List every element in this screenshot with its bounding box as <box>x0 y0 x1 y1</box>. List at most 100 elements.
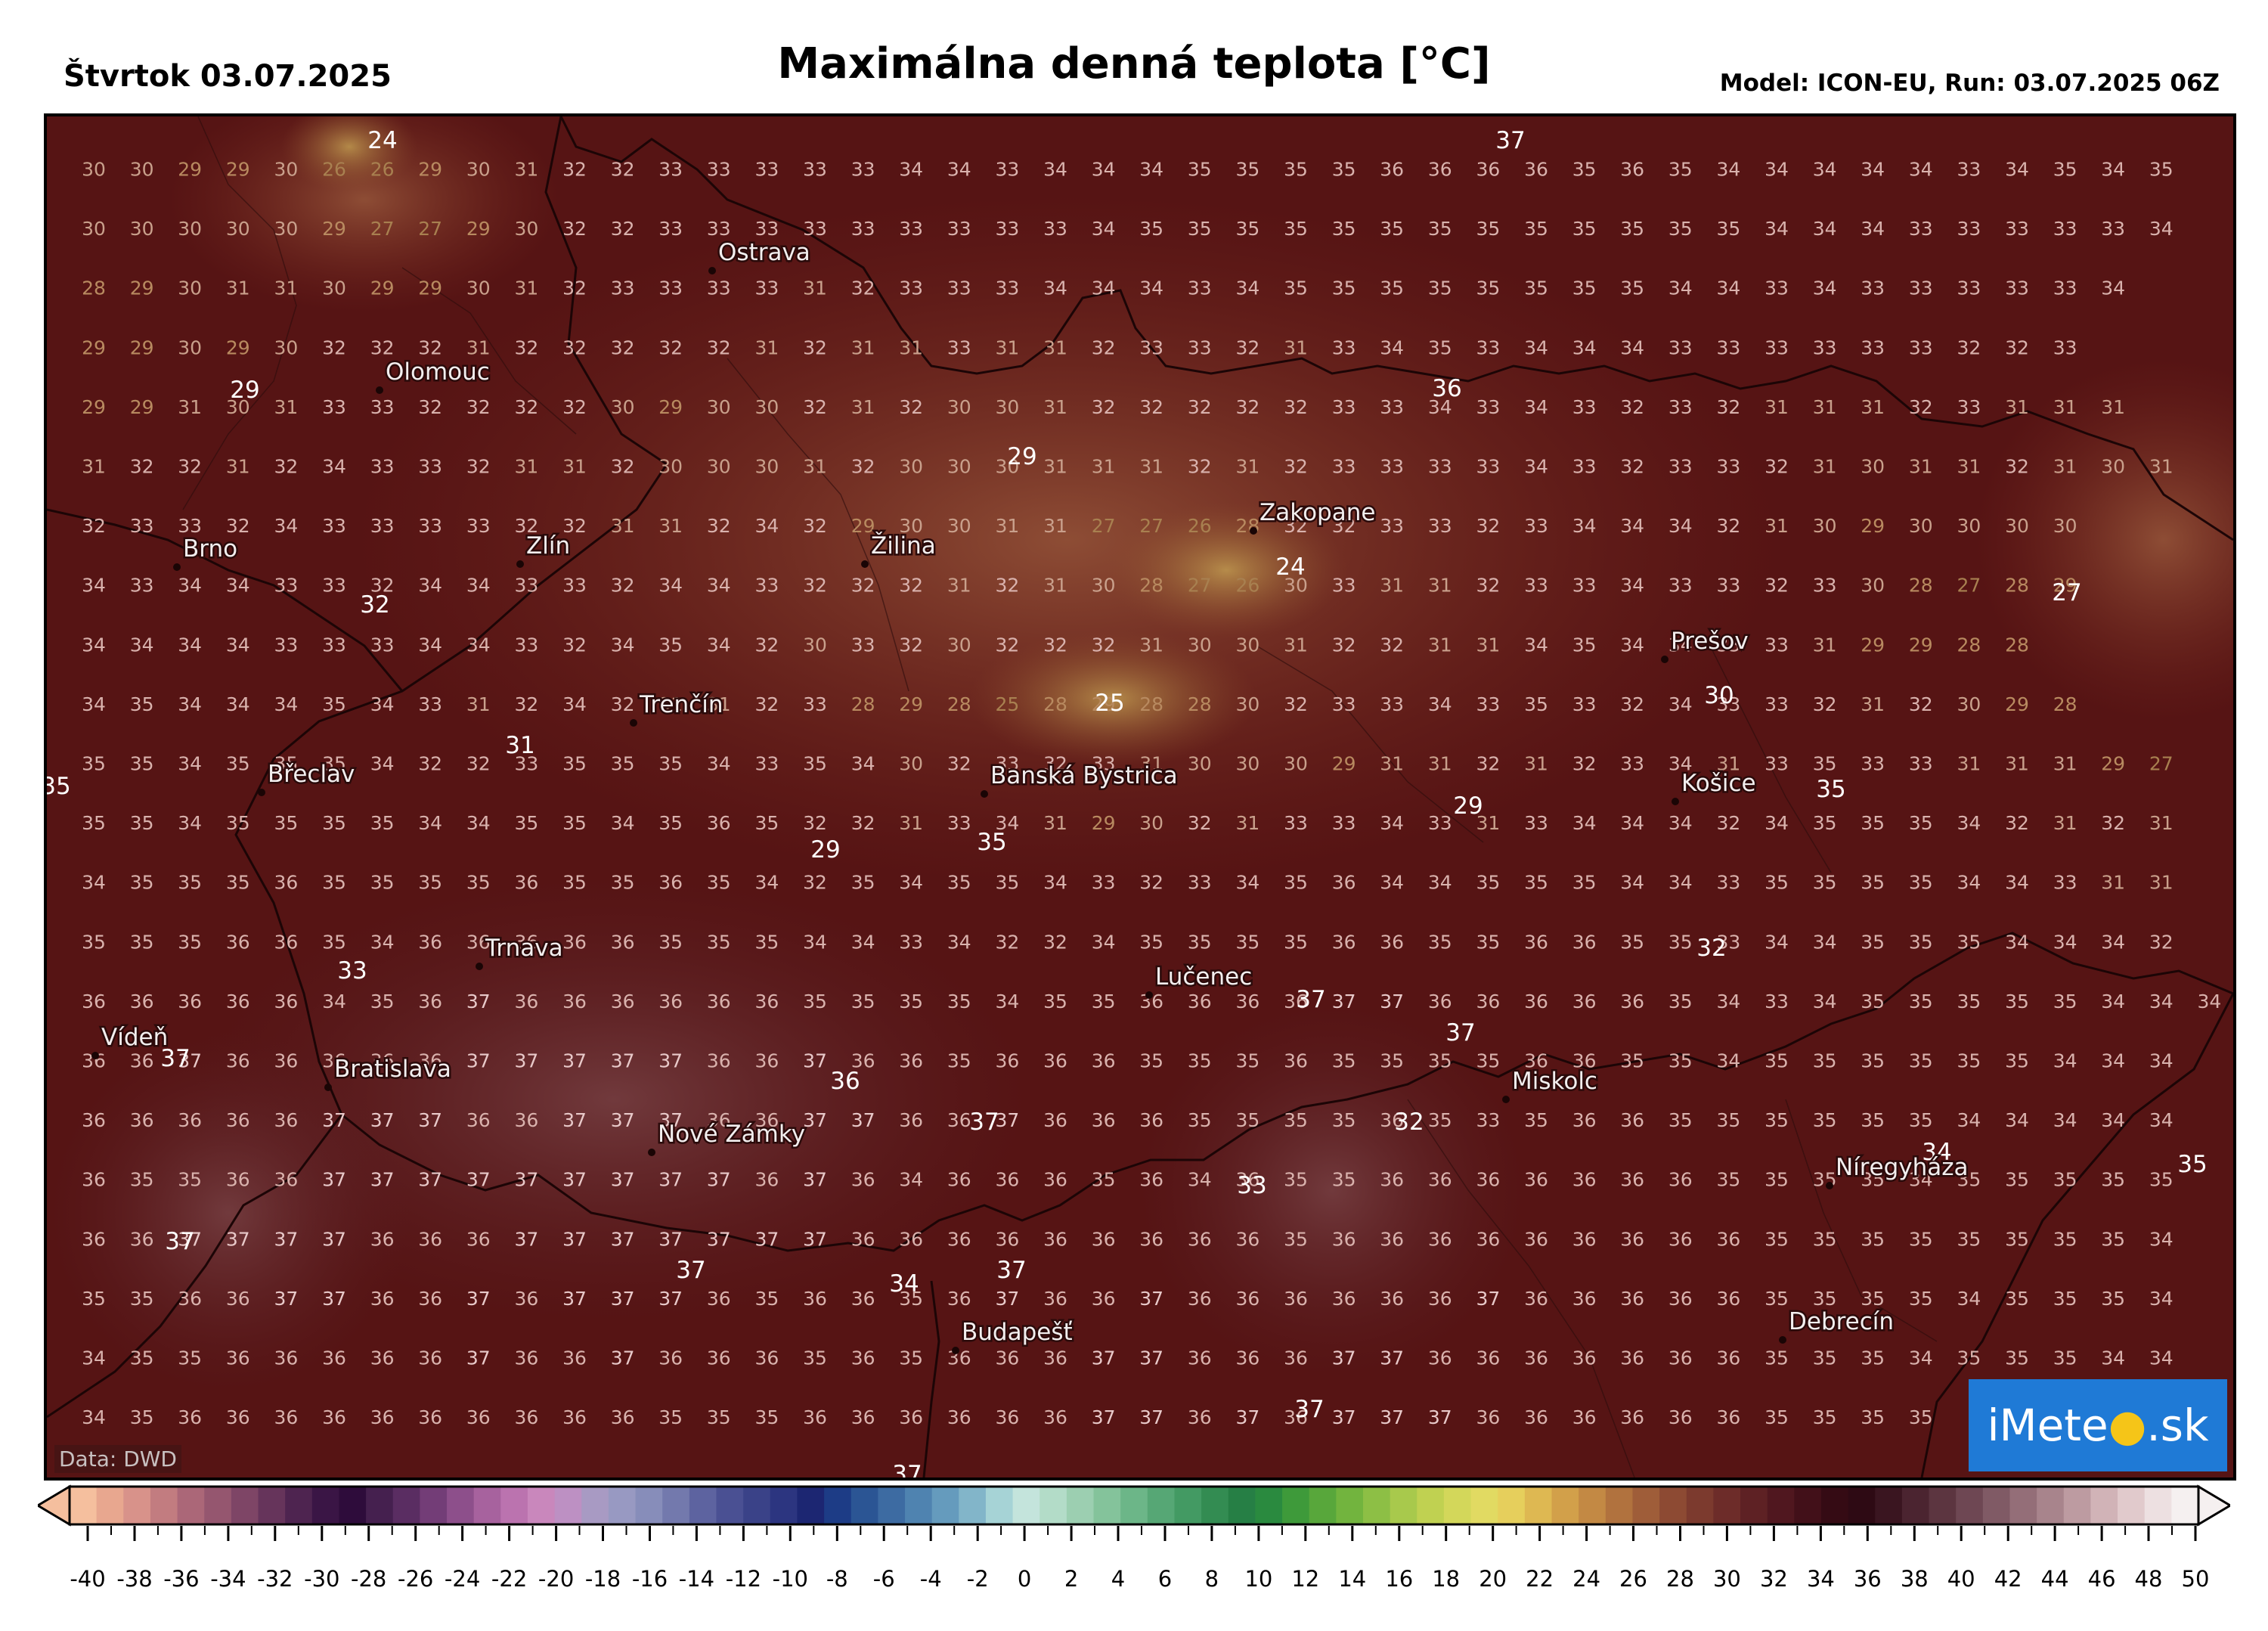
grid-value: 36 <box>1572 1406 1597 1428</box>
grid-value: 37 <box>466 1288 491 1310</box>
grid-value: 36 <box>658 1347 683 1369</box>
grid-value: 35 <box>562 872 587 894</box>
colorbar-tick-label: 4 <box>1111 1566 1125 1592</box>
grid-value: 33 <box>995 159 1019 181</box>
colorbar-tick-label: -36 <box>163 1566 199 1592</box>
grid-value: 36 <box>562 931 587 953</box>
colorbar-tick-label: -8 <box>826 1566 848 1592</box>
grid-value: 32 <box>562 396 587 418</box>
grid-value: 35 <box>82 1288 106 1310</box>
grid-value: 35 <box>1380 1050 1404 1072</box>
city-marker <box>324 1084 332 1091</box>
colorbar-outline <box>68 1485 2200 1526</box>
grid-value: 37 <box>611 1109 635 1131</box>
city-marker <box>952 1347 959 1354</box>
city-marker <box>258 789 265 796</box>
grid-value: 35 <box>1524 693 1548 715</box>
grid-value: 27 <box>1188 575 1212 597</box>
grid-value: 36 <box>611 991 635 1012</box>
grid-value: 36 <box>899 1050 923 1072</box>
grid-value: 30 <box>2005 515 2029 537</box>
grid-value: 36 <box>707 1288 731 1310</box>
grid-value: 37 <box>274 1288 298 1310</box>
grid-value: 35 <box>178 1347 202 1369</box>
grid-value: 35 <box>1861 1169 1885 1191</box>
grid-value: 30 <box>274 336 298 358</box>
colorbar-swatch <box>1282 1487 1310 1524</box>
grid-value: 34 <box>178 693 202 715</box>
grid-value: 37 <box>370 1169 395 1191</box>
grid-value: 37 <box>562 1228 587 1250</box>
grid-value: 35 <box>851 991 875 1012</box>
grid-value: 36 <box>1284 1347 1308 1369</box>
grid-value: 36 <box>1139 1228 1163 1250</box>
grid-value: 37 <box>1476 1288 1500 1310</box>
grid-value: 33 <box>754 159 779 181</box>
grid-value: 35 <box>1235 218 1259 240</box>
grid-value: 30 <box>995 396 1019 418</box>
imeteo-logo[interactable]: iMete ● .sk <box>1969 1379 2227 1471</box>
grid-value: 35 <box>1861 872 1885 894</box>
city-marker <box>1250 527 1257 535</box>
grid-value: 36 <box>611 931 635 953</box>
grid-value: 36 <box>1092 1050 1116 1072</box>
colorbar-swatch <box>850 1487 878 1524</box>
colorbar-swatch <box>824 1487 852 1524</box>
grid-value: 30 <box>658 456 683 478</box>
grid-value: 35 <box>82 753 106 775</box>
grid-value: 35 <box>1572 218 1597 240</box>
colorbar-swatch <box>204 1487 232 1524</box>
grid-value: 36 <box>178 1109 202 1131</box>
grid-value: 31 <box>1716 753 1740 775</box>
grid-value: 35 <box>1765 1050 1789 1072</box>
colorbar-tick-label: 12 <box>1291 1566 1319 1592</box>
grid-value: 36 <box>658 872 683 894</box>
grid-value: 30 <box>1861 456 1885 478</box>
grid-value: 33 <box>2101 218 2125 240</box>
southwest-hot-shade <box>47 1031 410 1394</box>
grid-value: 33 <box>1572 456 1597 478</box>
grid-value: 31 <box>1765 515 1789 537</box>
temperature-map[interactable]: 30 30 29 29 30 26 26 29 30 31 32 32 33 33 33 33 33 34 34 33… <box>44 113 2236 1481</box>
grid-value: 36 <box>1524 1406 1548 1428</box>
colorbar-tick-label: 8 <box>1205 1566 1219 1592</box>
grid-value: 35 <box>1476 218 1500 240</box>
grid-value: 28 <box>2053 693 2077 715</box>
grid-value: 32 <box>1043 634 1067 656</box>
grid-value: 37 <box>466 991 491 1012</box>
grid-value: 33 <box>514 634 538 656</box>
grid-value: 33 <box>1716 931 1740 953</box>
city-label: Vídeň <box>101 1024 168 1051</box>
colorbar-swatch <box>258 1487 286 1524</box>
grid-value: 34 <box>851 931 875 953</box>
grid-value: 32 <box>1909 396 1933 418</box>
grid-value: 35 <box>1476 1050 1500 1072</box>
grid-value: 32 <box>803 515 827 537</box>
grid-value: 31 <box>1813 456 1837 478</box>
grid-value: 34 <box>611 634 635 656</box>
grid-value: 36 <box>851 1169 875 1191</box>
grid-value: 32 <box>1092 336 1116 358</box>
grid-value: 37 <box>562 1169 587 1191</box>
grid-value: 37 <box>562 1050 587 1072</box>
grid-value: 31 <box>947 575 971 597</box>
grid-value: 36 <box>466 1228 491 1250</box>
grid-value: 31 <box>1284 634 1308 656</box>
grid-value: 35 <box>226 872 250 894</box>
grid-value: 29 <box>851 515 875 537</box>
grid-value: 34 <box>1620 515 1644 537</box>
grid-value: 30 <box>130 218 154 240</box>
city-label: Debrecín <box>1789 1308 1894 1335</box>
grid-value: 35 <box>1909 1228 1933 1250</box>
grid-value: 34 <box>2101 159 2125 181</box>
grid-value: 34 <box>178 753 202 775</box>
logo-text-right: .sk <box>2146 1400 2209 1451</box>
grid-value: 35 <box>1188 218 1212 240</box>
grid-value: 33 <box>2053 336 2077 358</box>
grid-value: 33 <box>851 218 875 240</box>
grid-value: 34 <box>1188 1169 1212 1191</box>
grid-value: 37 <box>322 1288 346 1310</box>
grid-value: 36 <box>274 872 298 894</box>
grid-value: 36 <box>130 1050 154 1072</box>
grid-value: 35 <box>1284 1109 1308 1131</box>
